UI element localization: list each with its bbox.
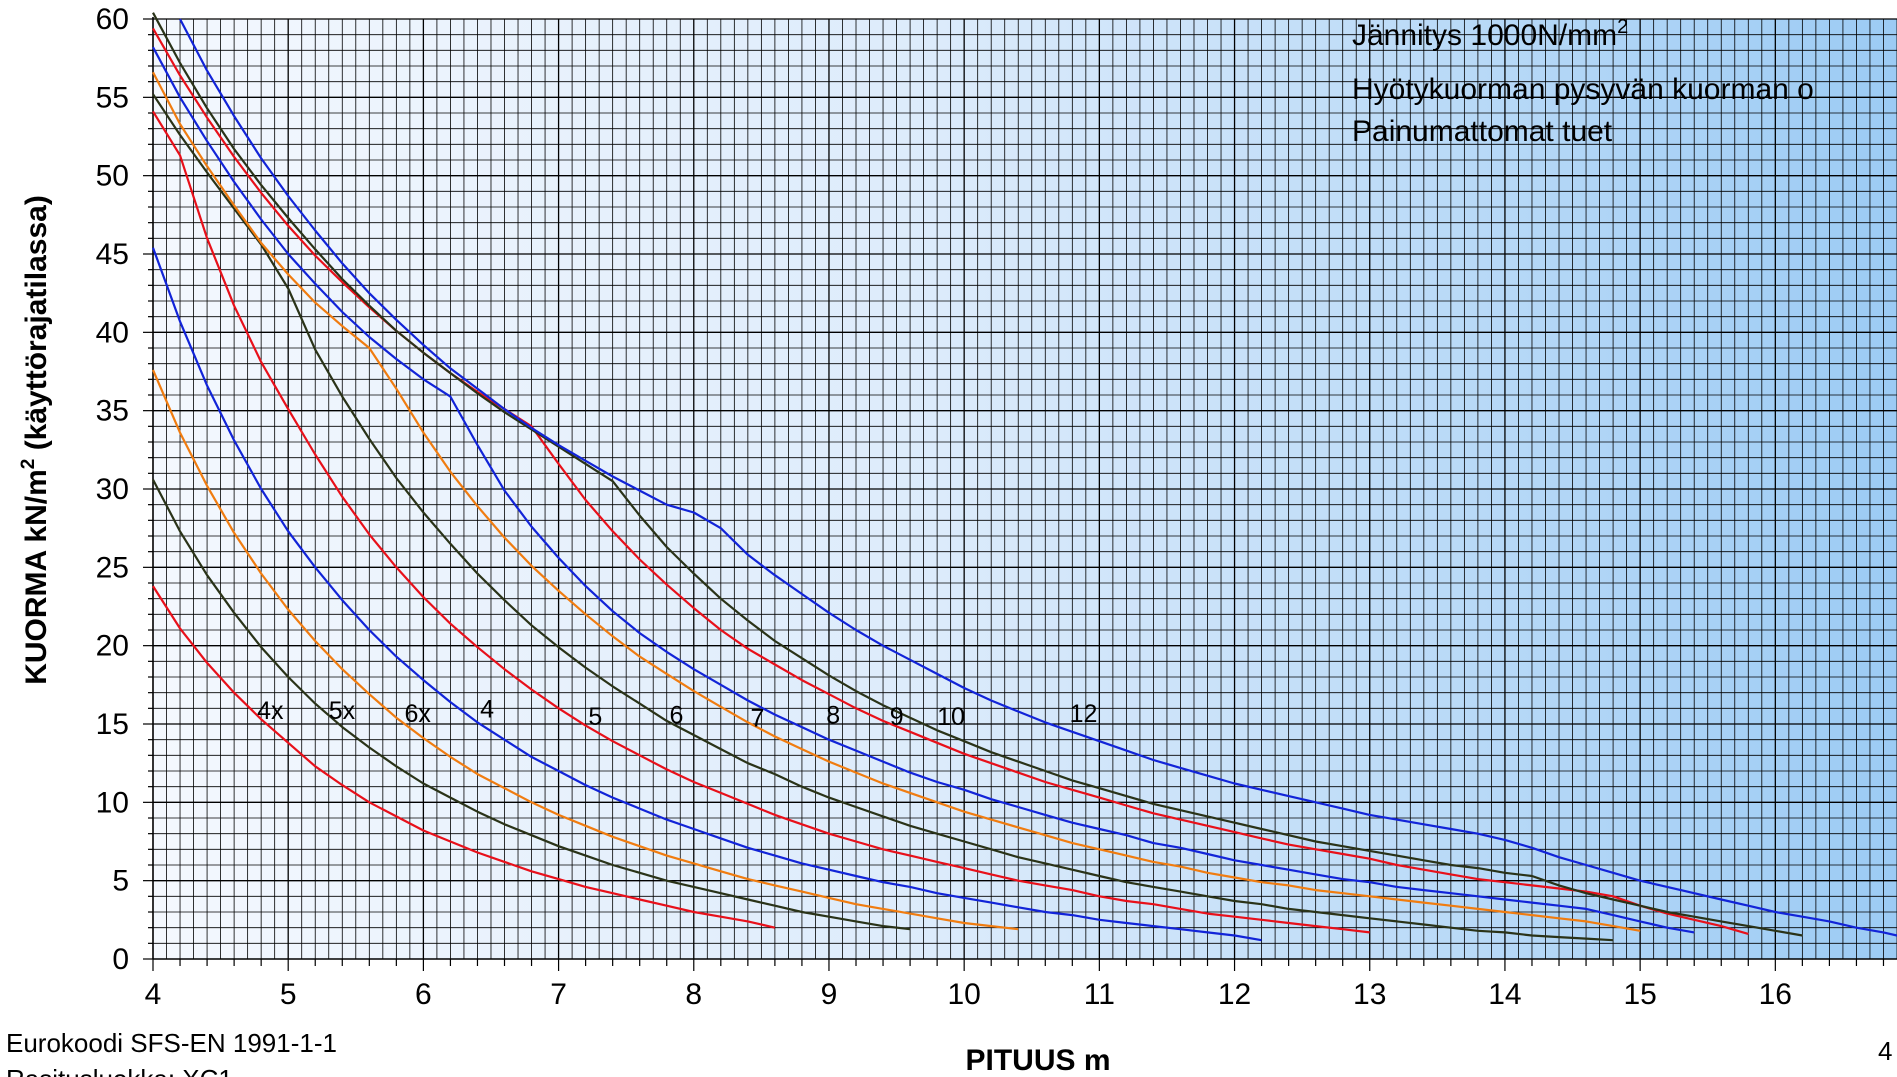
info-line-3: Painumattomat tuet [1352,115,1613,148]
y-tick-label: 25 [96,551,129,584]
series-line-8 [152,46,1695,934]
x-tick-label: 9 [821,978,838,1011]
x-tick-label: 11 [1084,978,1115,1011]
y-tick-label: 15 [96,708,129,741]
series-label-9: 9 [890,703,904,731]
x-tick-label: 4 [145,978,162,1011]
axes [143,17,1897,971]
y-tick-label: 40 [96,316,129,349]
y-tick-label: 45 [96,238,129,271]
x-tick-label: 15 [1623,978,1656,1011]
y-axis-title-superscript: 2 [18,459,39,470]
y-axis-title-prefix: KUORMA kN/m [20,469,53,685]
series-line-4x [152,585,776,929]
series-line-7 [152,71,1641,932]
page-number: 4 [1878,1036,1892,1066]
y-tick-labels: 0 5 10 15 20 25 30 35 40 45 50 55 60 [96,3,129,976]
y-tick-label: 20 [96,630,129,663]
series-line-5 [152,110,1370,934]
footer-line-2: Rasitusluokka: XC1 [6,1064,233,1077]
series-lines [151,12,1897,942]
series-label-10: 10 [937,703,965,731]
y-tick-label: 0 [112,943,129,976]
x-tick-label: 10 [947,978,980,1011]
series-line-6 [152,93,1614,942]
series-line-5x [152,479,911,931]
x-tick-label: 6 [415,978,432,1011]
y-axis-title-suffix: (käyttörajatilassa) [20,195,53,458]
x-tick-label: 13 [1353,978,1386,1011]
x-axis-title: PITUUS m [965,1044,1110,1077]
x-tick-label: 16 [1759,978,1792,1011]
x-tick-label: 8 [685,978,702,1011]
series-label-6x: 6x [404,700,431,728]
x-tick-label: 7 [550,978,567,1011]
major-grid [153,18,1897,959]
y-axis-title: KUORMA kN/m2 (käyttörajatilassa) [18,195,53,685]
y-tick-label: 50 [96,160,129,193]
footer-line-1: Eurokoodi SFS-EN 1991-1-1 [6,1028,337,1058]
series-label-6: 6 [669,702,683,730]
info-line-1-text: Jännitys 1000N/mm [1352,19,1617,52]
series-label-8: 8 [826,702,840,730]
series-label-7: 7 [751,705,765,733]
y-tick-label: 60 [96,3,129,36]
series-line-12 [179,18,1897,937]
series-line-10 [152,12,1803,937]
series-labels: 4x 5x 6x 4 5 6 7 8 9 10 12 [257,695,1097,732]
series-line-4 [151,247,1262,942]
series-line-6x [151,369,1019,931]
series-label-12: 12 [1070,700,1098,728]
series-label-5x: 5x [329,697,356,725]
x-tick-label: 14 [1488,978,1521,1011]
y-tick-label: 35 [96,395,129,428]
x-tick-labels: 4 5 6 7 8 9 10 11 12 13 14 15 16 [145,978,1792,1011]
y-tick-label: 10 [96,786,129,819]
y-tick-label: 30 [96,473,129,506]
x-tick-label: 5 [280,978,297,1011]
info-line-2: Hyötykuorman pysyvän kuorman o [1352,73,1814,106]
series-label-4: 4 [480,695,494,723]
y-tick-label: 55 [96,81,129,114]
info-line-1-superscript: 2 [1617,16,1628,38]
series-label-5: 5 [588,703,602,731]
x-tick-label: 12 [1218,978,1251,1011]
y-tick-label: 5 [112,865,129,898]
series-label-4x: 4x [257,697,284,725]
info-line-1: Jännitys 1000N/mm2 [1352,16,1628,52]
